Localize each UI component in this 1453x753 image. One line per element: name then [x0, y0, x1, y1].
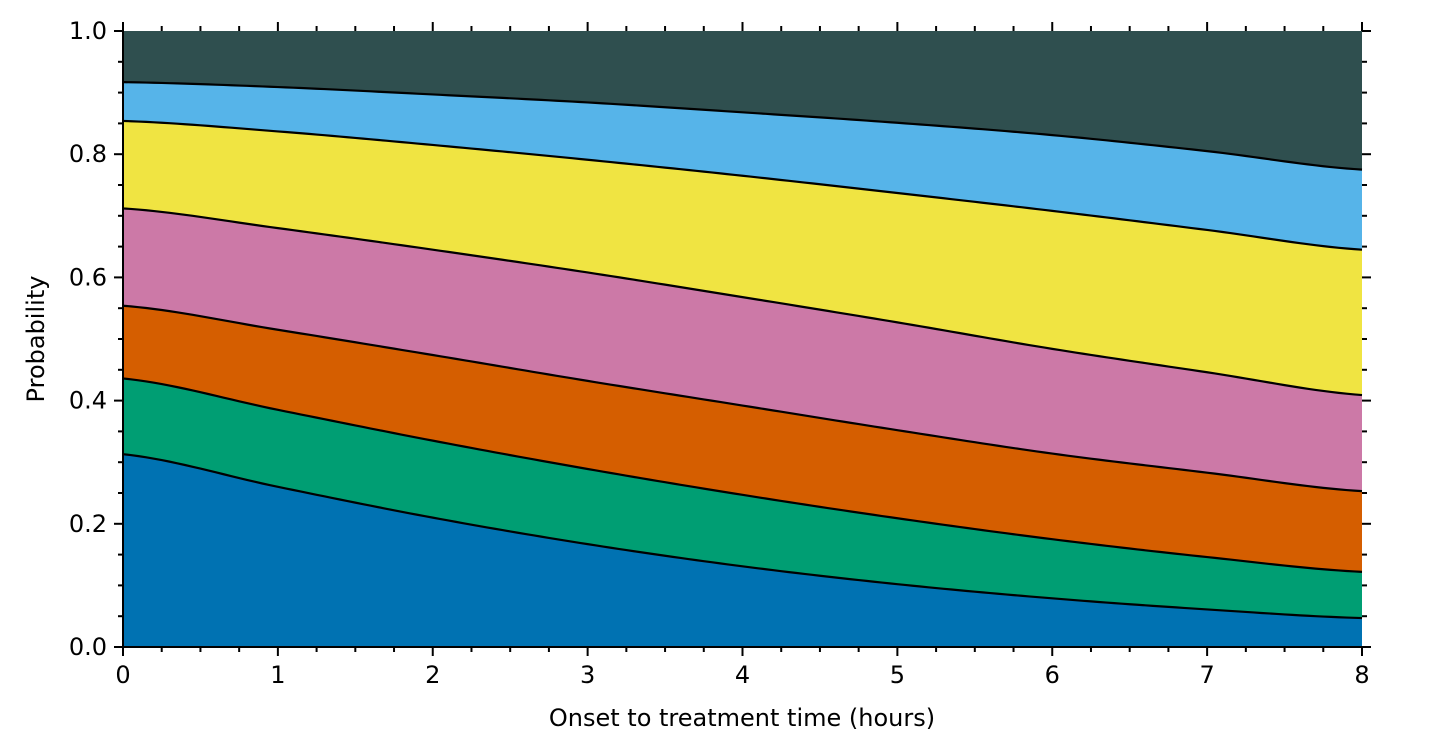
- y-tick-label: 0.0: [69, 633, 107, 661]
- boundary-line-2: [122, 377, 1363, 573]
- y-tick-label: 1.0: [69, 17, 107, 45]
- y-axis-label: Probability: [22, 276, 50, 403]
- boundary-lines: [122, 81, 1363, 620]
- area-band-2: [123, 378, 1362, 619]
- boundary-line-1: [122, 453, 1363, 620]
- area-band-6: [123, 82, 1362, 250]
- x-tick-label: 8: [1354, 661, 1369, 689]
- x-tick-label: 5: [890, 661, 905, 689]
- x-tick-label: 0: [115, 661, 130, 689]
- x-tick-label: 4: [735, 661, 750, 689]
- x-tick-label: 3: [580, 661, 595, 689]
- y-tick-label: 0.4: [69, 387, 107, 415]
- boundary-line-4: [122, 207, 1363, 397]
- x-axis-label: Onset to treatment time (hours): [549, 704, 935, 732]
- area-band-3: [123, 305, 1362, 572]
- x-tick-label: 7: [1199, 661, 1214, 689]
- area-bands: [123, 31, 1362, 647]
- x-tick-label: 1: [270, 661, 285, 689]
- y-tick-label: 0.8: [69, 140, 107, 168]
- boundary-line-3: [122, 304, 1363, 493]
- axis-ticks: [114, 22, 1371, 656]
- boundary-line-6: [122, 81, 1363, 171]
- y-tick-label: 0.2: [69, 510, 107, 538]
- tick-labels: 0 1 2 3 4 5 6 7 8 0.0 0.2 0.4 0.6 0.8 1.0: [69, 17, 1370, 689]
- area-band-4: [123, 208, 1362, 492]
- area-band-5: [123, 120, 1362, 396]
- x-tick-label: 6: [1045, 661, 1060, 689]
- x-tick-label: 2: [425, 661, 440, 689]
- y-tick-label: 0.6: [69, 263, 107, 291]
- boundary-line-5: [122, 119, 1363, 251]
